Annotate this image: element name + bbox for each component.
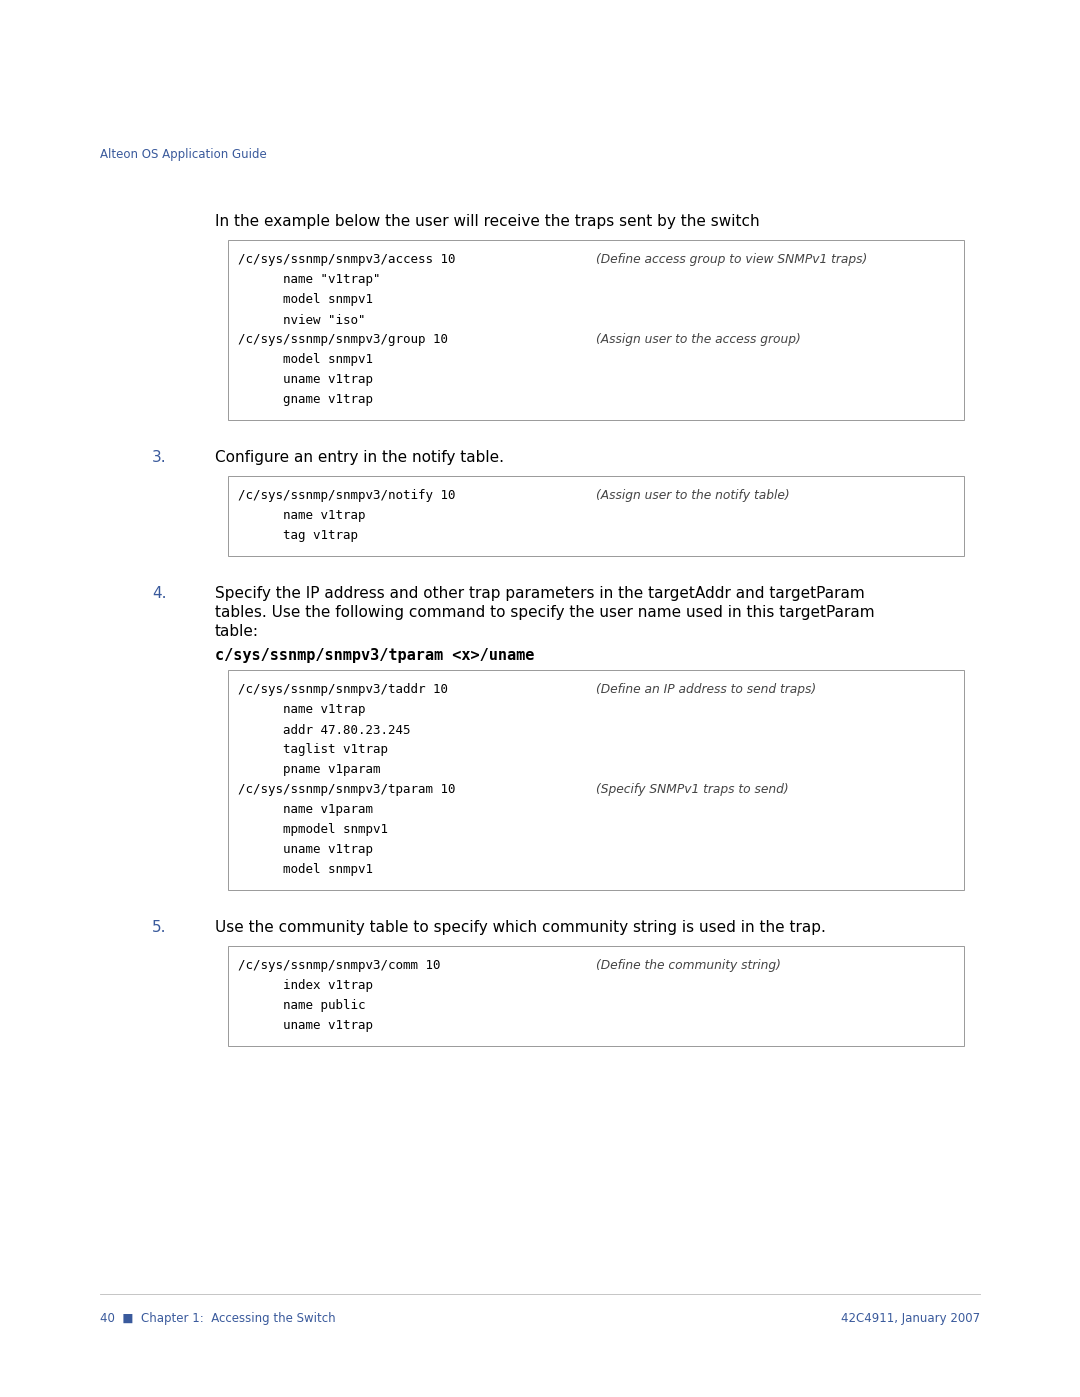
Text: (Assign user to the access group): (Assign user to the access group) xyxy=(596,334,800,346)
Text: Alteon OS Application Guide: Alteon OS Application Guide xyxy=(100,148,267,161)
Text: name "v1trap": name "v1trap" xyxy=(238,274,380,286)
Bar xyxy=(228,946,964,1046)
Text: table:: table: xyxy=(215,624,259,638)
Text: uname v1trap: uname v1trap xyxy=(238,373,373,387)
Text: (Assign user to the notify table): (Assign user to the notify table) xyxy=(596,489,789,503)
Text: /c/sys/ssnmp/snmpv3/access 10: /c/sys/ssnmp/snmpv3/access 10 xyxy=(238,253,456,267)
Text: 5.: 5. xyxy=(152,921,166,935)
Text: nview "iso": nview "iso" xyxy=(238,313,365,327)
Text: 40  ■  Chapter 1:  Accessing the Switch: 40 ■ Chapter 1: Accessing the Switch xyxy=(100,1312,336,1324)
Text: uname v1trap: uname v1trap xyxy=(238,844,373,856)
Text: (Define access group to view SNMPv1 traps): (Define access group to view SNMPv1 trap… xyxy=(596,253,867,267)
Text: (Define the community string): (Define the community string) xyxy=(596,960,781,972)
Text: Specify the IP address and other trap parameters in the targetAddr and targetPar: Specify the IP address and other trap pa… xyxy=(215,585,865,601)
Text: (Specify SNMPv1 traps to send): (Specify SNMPv1 traps to send) xyxy=(596,784,788,796)
Text: taglist v1trap: taglist v1trap xyxy=(238,743,388,757)
Text: name v1trap: name v1trap xyxy=(238,704,365,717)
Text: mpmodel snmpv1: mpmodel snmpv1 xyxy=(238,823,388,837)
Text: name public: name public xyxy=(238,999,365,1013)
Text: /c/sys/ssnmp/snmpv3/comm 10: /c/sys/ssnmp/snmpv3/comm 10 xyxy=(238,960,441,972)
Text: (Define an IP address to send traps): (Define an IP address to send traps) xyxy=(596,683,816,697)
Text: pname v1param: pname v1param xyxy=(238,764,380,777)
Text: gname v1trap: gname v1trap xyxy=(238,394,373,407)
Text: c/sys/ssnmp/snmpv3/tparam <x>/uname: c/sys/ssnmp/snmpv3/tparam <x>/uname xyxy=(215,648,535,664)
Text: model snmpv1: model snmpv1 xyxy=(238,863,373,876)
Text: name v1trap: name v1trap xyxy=(238,510,365,522)
Text: Configure an entry in the notify table.: Configure an entry in the notify table. xyxy=(215,450,504,465)
Text: /c/sys/ssnmp/snmpv3/notify 10: /c/sys/ssnmp/snmpv3/notify 10 xyxy=(238,489,456,503)
Text: uname v1trap: uname v1trap xyxy=(238,1020,373,1032)
Text: /c/sys/ssnmp/snmpv3/taddr 10: /c/sys/ssnmp/snmpv3/taddr 10 xyxy=(238,683,448,697)
Text: 42C4911, January 2007: 42C4911, January 2007 xyxy=(841,1312,980,1324)
Text: tag v1trap: tag v1trap xyxy=(238,529,357,542)
Text: index v1trap: index v1trap xyxy=(238,979,373,992)
Text: name v1param: name v1param xyxy=(238,803,373,816)
Text: addr 47.80.23.245: addr 47.80.23.245 xyxy=(238,724,410,736)
Text: In the example below the user will receive the traps sent by the switch: In the example below the user will recei… xyxy=(215,214,759,229)
Text: model snmpv1: model snmpv1 xyxy=(238,353,373,366)
Text: model snmpv1: model snmpv1 xyxy=(238,293,373,306)
Text: 4.: 4. xyxy=(152,585,166,601)
Text: /c/sys/ssnmp/snmpv3/tparam 10: /c/sys/ssnmp/snmpv3/tparam 10 xyxy=(238,784,456,796)
Text: tables. Use the following command to specify the user name used in this targetPa: tables. Use the following command to spe… xyxy=(215,605,875,620)
Bar xyxy=(228,671,964,890)
Text: /c/sys/ssnmp/snmpv3/group 10: /c/sys/ssnmp/snmpv3/group 10 xyxy=(238,334,448,346)
Bar xyxy=(228,476,964,556)
Text: 3.: 3. xyxy=(152,450,166,465)
Bar xyxy=(228,240,964,420)
Text: Use the community table to specify which community string is used in the trap.: Use the community table to specify which… xyxy=(215,921,826,935)
